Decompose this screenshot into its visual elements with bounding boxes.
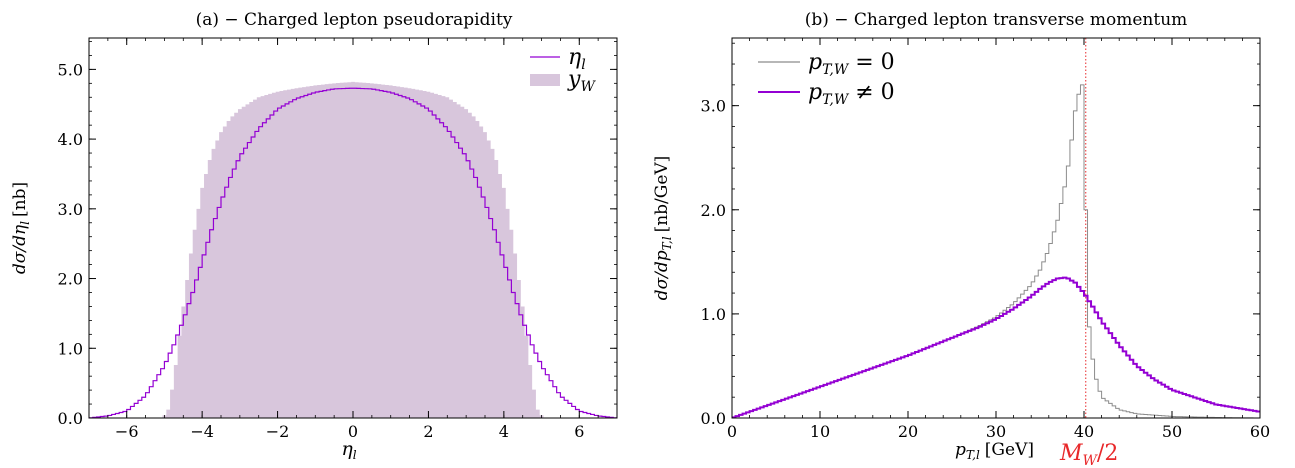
legend-label-eta: ηl — [568, 45, 586, 73]
panel-a-ytick-label: 2.0 — [58, 270, 83, 289]
mw-half-label: MW/2 — [1059, 441, 1118, 468]
panel-b-line-layer — [732, 84, 1260, 419]
series-yw-fill — [162, 81, 544, 418]
panel-a-ytick-label: 0.0 — [58, 409, 83, 428]
panel-a-ytick-label: 3.0 — [58, 200, 83, 219]
panel-b-ytick-label: 3.0 — [701, 97, 726, 116]
panel-b-ytick-label: 1.0 — [701, 305, 726, 324]
series-ptw-nonzero-line — [732, 276, 1260, 419]
panel-b-ytick-label: 0.0 — [701, 409, 726, 428]
panel-a: (a) − Charged lepton pseudorapidity −6 −4… — [10, 10, 618, 462]
panel-a-xtick-label: 4 — [499, 422, 509, 441]
panel-a-title: (a) − Charged lepton pseudorapidity — [196, 10, 513, 30]
panel-a-xtick-label: −2 — [266, 422, 290, 441]
panel-a-xtick-label: 2 — [423, 422, 433, 441]
legend-label-yw: yW — [567, 67, 596, 95]
panel-a-ylabel-sub: l — [18, 221, 32, 225]
panel-b-xlabel-unit: [GeV] — [985, 440, 1034, 460]
mw-label-sub: W — [1083, 453, 1099, 468]
legend-yw-main: y — [567, 67, 581, 92]
panel-b-ytick-label: 2.0 — [701, 201, 726, 220]
series-eta-line — [89, 87, 617, 419]
panel-a-ytick-label: 5.0 — [58, 60, 83, 79]
panel-a-ylabel: dσ/dηl [nb] — [10, 182, 32, 274]
panel-a-ytick-label: 4.0 — [58, 130, 83, 149]
panel-a-ylabel-unit: [nb] — [10, 182, 30, 217]
panel-a-legend: ηl yW — [530, 45, 596, 95]
panel-b-title: (b) − Charged lepton transverse momentum — [805, 10, 1188, 30]
legend-eta-sub: l — [581, 57, 585, 73]
panel-a-line-layer — [89, 87, 617, 419]
legend-ptw0-sub: T,W — [822, 62, 850, 78]
panel-b-xtick-label: 40 — [1074, 422, 1094, 441]
panel-b-ylabel-sub: T,l — [660, 236, 674, 250]
legend-ptw0-suffix: = 0 — [848, 50, 894, 75]
panel-a-fill-layer — [162, 81, 544, 418]
panel-b-xlabel-main: p — [955, 440, 966, 460]
panel-a-xlabel: ηl — [341, 438, 356, 462]
panel-b-xtick-label: 0 — [727, 422, 737, 441]
panel-a-ytick-label: 1.0 — [58, 339, 83, 358]
panel-b-ylabel-main: dσ/dp — [652, 250, 672, 300]
panel-b-xlabel-sub: T,l — [966, 448, 980, 462]
legend-ptw1-suffix: ≠ 0 — [848, 80, 894, 105]
panel-b-xtick-label: 50 — [1162, 422, 1182, 441]
panel-b-ylabel-unit: [nb/GeV] — [652, 156, 672, 233]
legend-ptw1-main: p — [808, 80, 822, 105]
panel-b-xtick-label: 60 — [1250, 422, 1270, 441]
mw-label-suffix: /2 — [1097, 441, 1118, 466]
panel-b: (b) − Charged lepton transverse momentum… — [652, 10, 1270, 468]
panel-b-xtick-label: 20 — [898, 422, 918, 441]
panel-a-xtick-label: 6 — [574, 422, 584, 441]
legend-eta-main: η — [568, 45, 581, 70]
panel-a-xtick-label: 0 — [348, 422, 358, 441]
panel-b-legend: pT,W = 0 pT,W ≠ 0 — [758, 50, 895, 108]
panel-b-xlabel: pT,l [GeV] — [955, 440, 1034, 462]
panel-a-xtick-label: −6 — [115, 422, 139, 441]
legend-label-ptw-zero: pT,W = 0 — [808, 50, 895, 78]
panel-a-ticks: −6 −4 −2 0 2 4 6 0.0 1.0 2.0 3.0 4.0 5.0 — [58, 38, 618, 441]
mw-label-main: M — [1059, 441, 1083, 466]
legend-label-ptw-nonzero: pT,W ≠ 0 — [808, 80, 895, 108]
panel-b-xtick-label: 10 — [810, 422, 830, 441]
panel-a-xlabel-sub: l — [353, 448, 357, 462]
legend-ptw1-sub: T,W — [822, 92, 850, 108]
legend-swatch-yw — [530, 74, 560, 86]
panel-a-ylabel-main: dσ/dη — [10, 224, 30, 274]
legend-ptw0-main: p — [808, 50, 822, 75]
panel-b-xtick-label: 30 — [986, 422, 1006, 441]
series-ptw-zero-line — [732, 84, 1260, 419]
panel-b-ticks: 0 10 20 30 40 50 60 0.0 1.0 2.0 3.0 — [701, 38, 1270, 441]
legend-yw-sub: W — [580, 79, 596, 95]
panel-b-ylabel: dσ/dpT,l [nb/GeV] — [652, 156, 674, 301]
panel-a-xtick-label: −4 — [190, 422, 214, 441]
panel-a-xlabel-main: η — [341, 438, 353, 460]
